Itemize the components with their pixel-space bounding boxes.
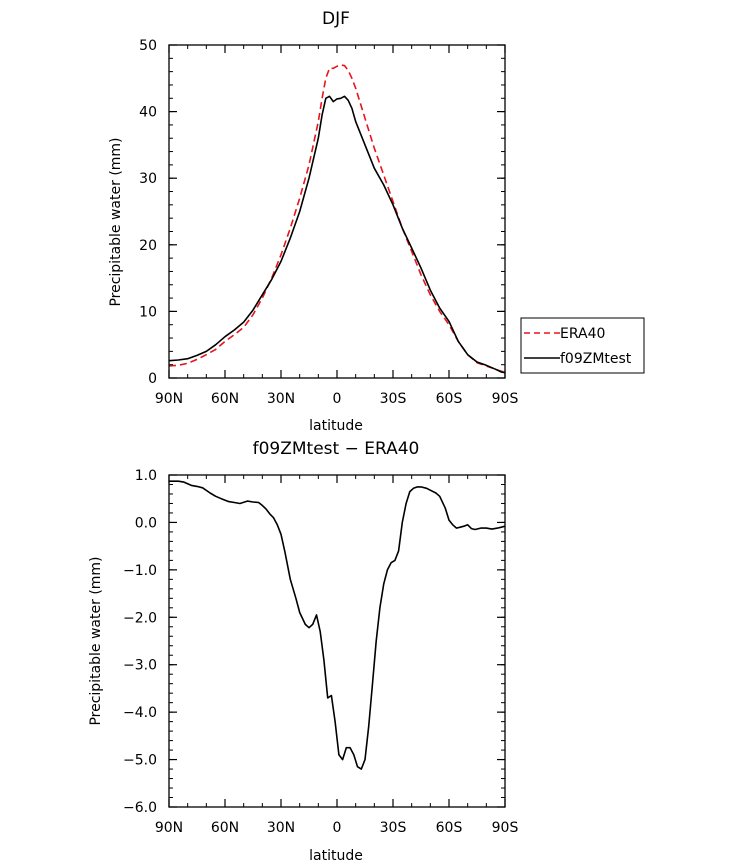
top-chart-ticks: 90N 60N 30N 0 30S 60S 90S 0 10 20 30 40 50: [139, 38, 518, 407]
top-xtick-label: 0: [333, 391, 342, 407]
top-xtick-label: 60S: [436, 391, 463, 407]
bottom-xtick-label: 60S: [436, 820, 463, 836]
bottom-xtick-label: 30S: [380, 820, 407, 836]
bottom-chart-frame: [168, 474, 506, 808]
bottom-ytick-label: −1.0: [123, 563, 157, 579]
bottom-ytick-label: −3.0: [123, 658, 157, 674]
top-xtick-label: 90N: [155, 391, 183, 407]
top-chart-title: DJF: [322, 9, 350, 29]
bottom-xtick-label: 0: [333, 820, 342, 836]
bottom-chart-series-group: [169, 480, 506, 770]
top-ytick-label: 10: [139, 304, 157, 320]
bottom-chart-xlabel: latitude: [309, 848, 363, 864]
bottom-ytick-label: −4.0: [123, 705, 157, 721]
bottom-xtick-label: 30N: [267, 820, 295, 836]
top-xtick-label: 30S: [380, 391, 407, 407]
top-series-line-era40: [168, 64, 506, 373]
top-xtick-label: 60N: [211, 391, 239, 407]
bottom-chart-title: f09ZMtest − ERA40: [253, 439, 420, 459]
legend: ERA40 f09ZMtest: [520, 317, 645, 374]
top-chart-ylabel: Precipitable water (mm): [108, 137, 124, 306]
bottom-chart: f09ZMtest − ERA40 90N 60N 30N 0 30S 60S 90S 1.0…: [88, 439, 518, 864]
top-ytick-label: 30: [139, 171, 157, 187]
top-ytick-label: 40: [139, 105, 157, 121]
bottom-xtick-label: 90N: [155, 820, 183, 836]
top-xtick-label: 90S: [492, 391, 519, 407]
top-chart-frame: [168, 44, 506, 379]
top-series-line-f09zmtest: [168, 95, 506, 374]
bottom-xtick-label: 60N: [211, 820, 239, 836]
top-xtick-label: 30N: [267, 391, 295, 407]
top-chart: DJF 90N 60N 30N 0 30S 60S 90S 0 10 20 30 40 50 latit…: [108, 9, 645, 434]
top-chart-xlabel: latitude: [309, 418, 363, 434]
bottom-ytick-label: 0.0: [135, 515, 157, 531]
bottom-ytick-label: 1.0: [135, 468, 157, 484]
bottom-ytick-label: −2.0: [123, 610, 157, 626]
top-ytick-label: 0: [148, 371, 157, 387]
bottom-ytick-label: −6.0: [123, 800, 157, 816]
bottom-xtick-label: 90S: [492, 820, 519, 836]
bottom-ytick-label: −5.0: [123, 753, 157, 769]
bottom-series-line-difference: [169, 480, 506, 770]
bottom-chart-ylabel: Precipitable water (mm): [88, 556, 104, 725]
legend-label-f09zmtest: f09ZMtest: [560, 351, 632, 367]
top-ytick-label: 20: [139, 238, 157, 254]
legend-box: [520, 317, 645, 374]
bottom-chart-ticks: 90N 60N 30N 0 30S 60S 90S 1.0 0.0 −1.0 −2.0 −3.0 −4.…: [123, 468, 518, 836]
top-ytick-label: 50: [139, 38, 157, 54]
top-chart-series-group: [168, 64, 506, 374]
legend-label-era40: ERA40: [560, 326, 605, 342]
